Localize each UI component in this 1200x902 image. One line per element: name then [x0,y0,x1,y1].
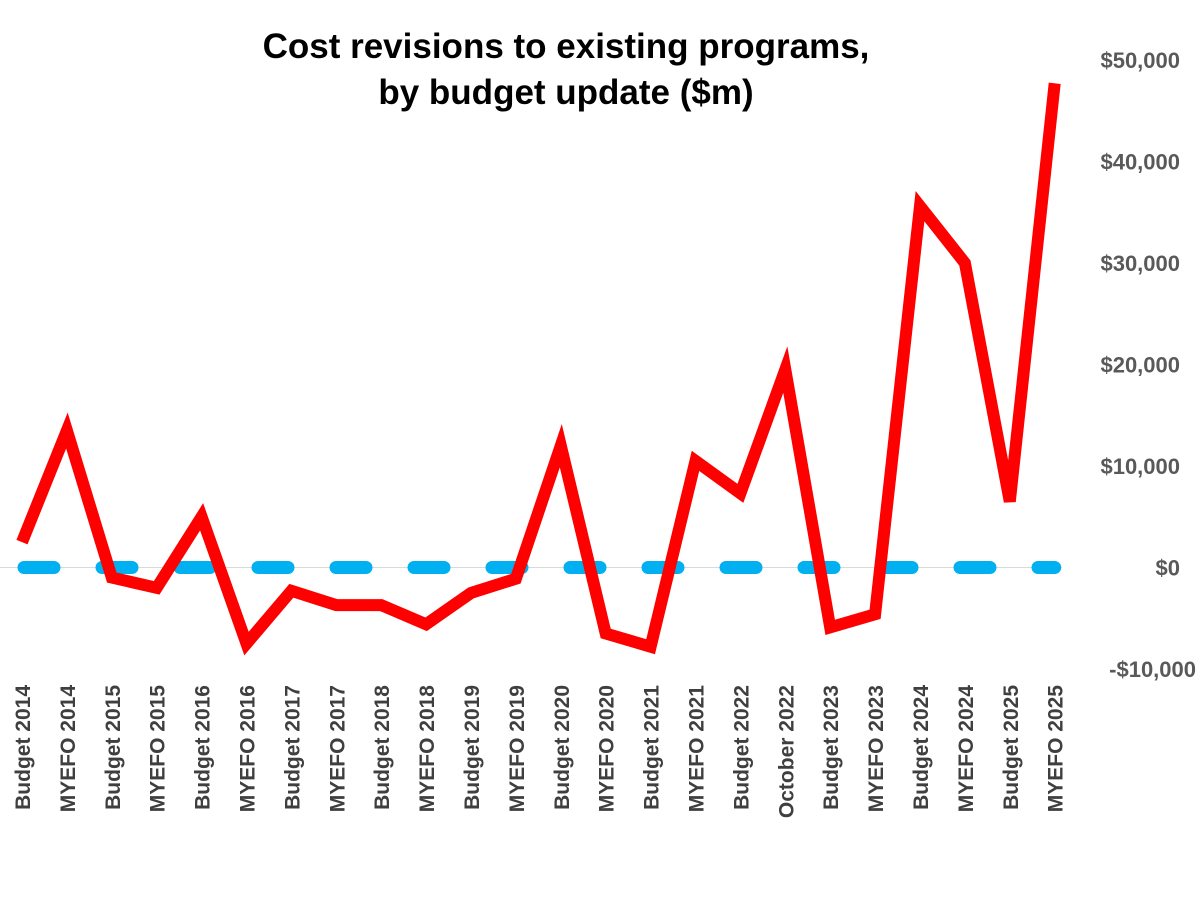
x-tick-label: MYEFO 2019 [506,685,529,812]
x-tick-label: MYEFO 2023 [865,685,888,812]
x-tick-label: Budget 2014 [12,685,35,810]
y-tick-label: -$10,000 [1109,657,1196,682]
x-tick-label: MYEFO 2024 [955,685,978,813]
x-tick-label: Budget 2022 [730,685,753,810]
x-tick-label: Budget 2016 [192,685,215,810]
y-tick-label: $20,000 [1100,353,1180,378]
x-tick-label: MYEFO 2020 [596,685,619,812]
x-tick-label: Budget 2025 [1000,685,1023,810]
series-line-cost-revisions [16,82,1061,656]
y-tick-label: $50,000 [1100,48,1180,73]
x-tick-label: MYEFO 2016 [237,685,260,812]
y-tick-label: $40,000 [1100,150,1180,175]
x-tick-label: Budget 2021 [641,685,664,810]
x-axis-tick-labels: Budget 2014 MYEFO 2014 Budget 2015 MYEFO 20… [12,685,1068,818]
y-tick-label: $0 [1156,556,1180,581]
y-tick-label: $10,000 [1100,454,1180,479]
x-tick-label: Budget 2017 [281,685,304,810]
y-tick-label: $30,000 [1100,251,1180,276]
x-tick-label: Budget 2024 [910,685,933,810]
x-tick-label: Budget 2020 [551,685,574,810]
y-axis-tick-labels: $50,000 $40,000 $30,000 $20,000 $10,000 $0 -$1… [1100,48,1196,682]
series-layer [15,82,1062,656]
x-tick-label: Budget 2018 [371,685,394,810]
x-tick-label: Budget 2015 [102,685,125,810]
x-tick-label: MYEFO 2025 [1045,685,1068,813]
x-tick-label: MYEFO 2014 [57,685,80,813]
x-tick-label: MYEFO 2021 [686,685,709,813]
x-tick-label: October 2022 [775,685,798,818]
x-tick-label: MYEFO 2017 [326,685,349,812]
x-tick-label: Budget 2023 [820,685,843,810]
x-tick-label: MYEFO 2018 [416,685,439,813]
chart-title-line-2: by budget update ($m) [378,73,753,112]
x-tick-label: MYEFO 2015 [147,685,170,813]
x-tick-label: Budget 2019 [461,685,484,810]
chart-title-line-1: Cost revisions to existing programs, [263,27,870,66]
